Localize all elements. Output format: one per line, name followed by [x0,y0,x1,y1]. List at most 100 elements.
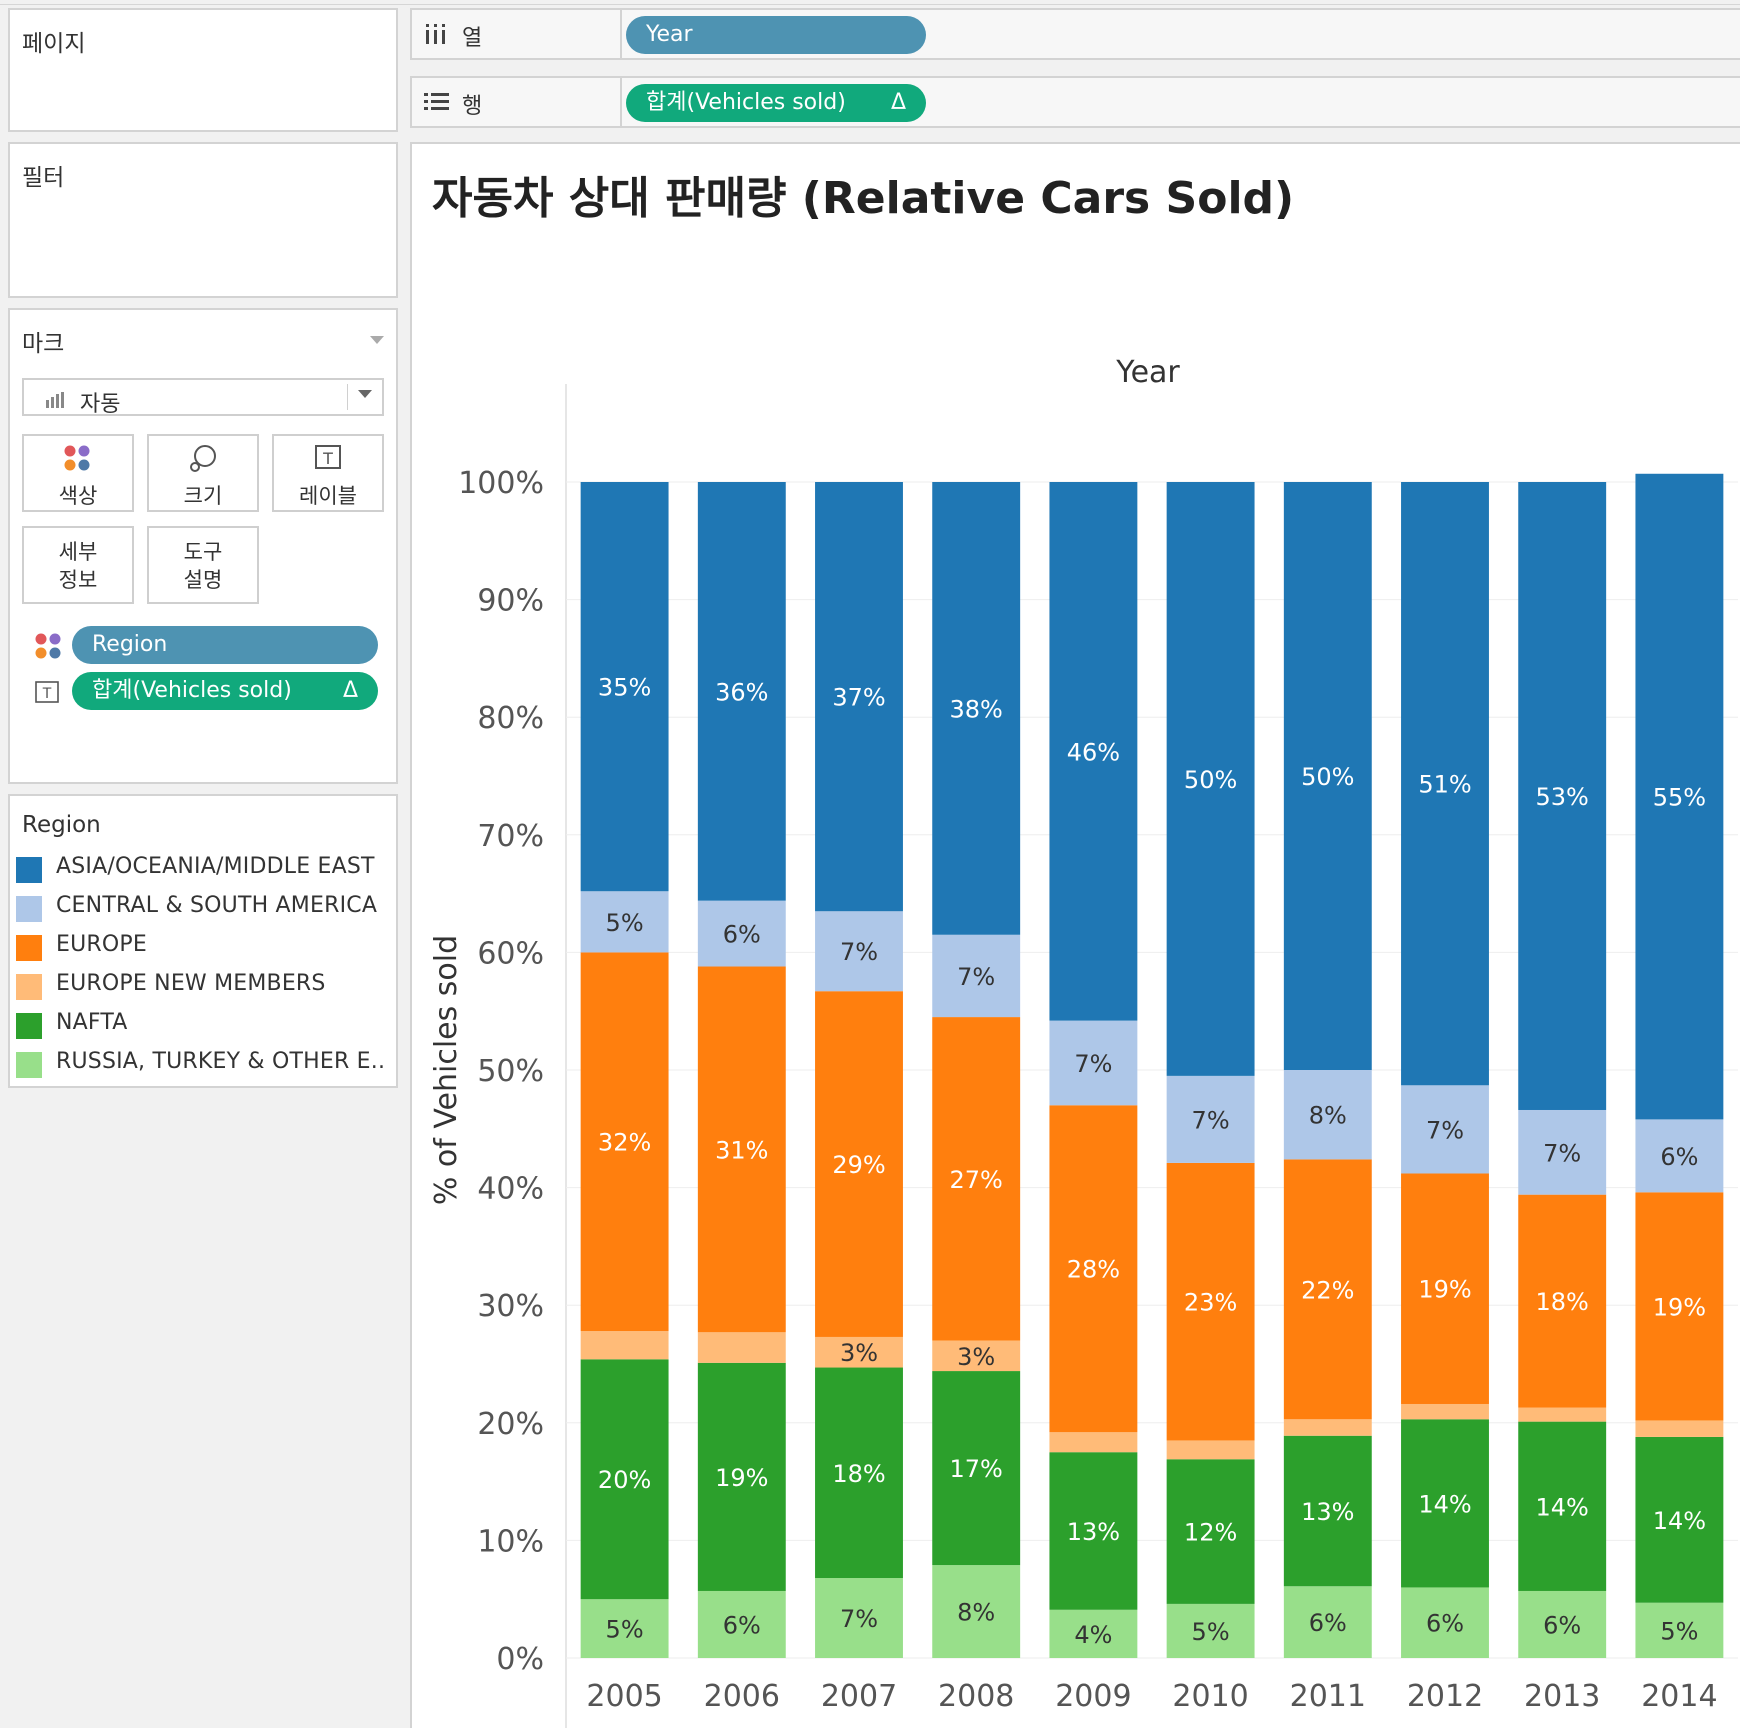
bar-segment[interactable] [1401,1085,1489,1174]
sum-vehicles-row-pill-label: 합계(Vehicles sold) [646,90,846,115]
y-tick-label: 50% [477,1054,544,1089]
bar-segment[interactable] [1518,1590,1607,1658]
bar-segment[interactable] [1401,1403,1489,1420]
filters-title: 필터 [22,165,65,191]
chevron-down-icon[interactable] [358,390,372,398]
size-button[interactable]: 크기 [147,434,259,512]
columns-shelf-label: 열 [462,26,483,51]
bar-segment[interactable] [1166,1440,1255,1460]
bar-segment[interactable] [932,1371,1021,1566]
bar-segment[interactable] [580,952,669,1332]
bar-segment[interactable] [1166,1075,1255,1163]
data-label: 6% [1660,1143,1698,1171]
year-pill[interactable]: Year [626,16,926,54]
y-tick-label: 70% [477,819,544,854]
viz-area[interactable]: 자동차 상대 판매량 (Relative Cars Sold) Year % of… [410,142,1740,1728]
bar-segment[interactable] [697,1362,786,1591]
bar-segment[interactable] [1401,1587,1489,1658]
x-tick-label: 2005 [586,1679,662,1714]
chart-title: 자동차 상대 판매량 (Relative Cars Sold) [432,173,1295,224]
bar-segment[interactable] [580,891,669,953]
filters-card[interactable]: 필터 [8,142,398,298]
bar-segment[interactable] [1635,1420,1724,1437]
bar-segment[interactable] [1635,1192,1724,1421]
label-button[interactable]: T 레이블 [272,434,384,512]
bar-segment[interactable] [932,1340,1021,1372]
bar-segment[interactable] [1518,1194,1607,1408]
x-tick-label: 2007 [821,1679,897,1714]
bar-segment[interactable] [1166,1603,1255,1658]
bar-segment[interactable] [815,991,903,1337]
bar-segment[interactable] [580,1331,669,1360]
bar-segment[interactable] [580,482,669,892]
sum-vehicles-pill[interactable]: 합계(Vehicles sold) Δ [72,672,378,710]
bar-segment[interactable] [697,1332,786,1363]
bar-segment[interactable] [932,934,1021,1018]
bar-segment[interactable] [697,1590,786,1658]
bar-segment[interactable] [1283,1586,1372,1658]
bar-segment[interactable] [1518,1407,1607,1422]
pages-card[interactable]: 페이지 [8,8,398,132]
bar-segment[interactable] [1049,1020,1138,1106]
bar-segment[interactable] [1401,1173,1489,1404]
bar-segment[interactable] [1283,1435,1372,1587]
bar-segment[interactable] [932,482,1021,935]
stacked-bar-chart[interactable]: Year % of Vehicles sold 0% 10% 20% 30% 40% 50% 6… [412,284,1738,1728]
bar-segment[interactable] [815,911,903,992]
sum-vehicles-row-pill[interactable]: 합계(Vehicles sold) Δ [626,84,926,122]
y-tick-label: 40% [477,1172,544,1207]
data-label: 27% [950,1166,1003,1194]
bar-segment[interactable] [1049,1105,1138,1433]
bar-segment[interactable] [932,1565,1021,1658]
bar-segment[interactable] [1283,1070,1372,1160]
color-button[interactable]: 색상 [22,434,134,512]
detail-button[interactable]: 세부 정보 [22,526,134,604]
legend-swatch [16,935,42,961]
delta-icon: Δ [890,90,906,115]
bar-segment[interactable] [1283,482,1372,1070]
bar-segment[interactable] [1166,1162,1255,1441]
bar-segment[interactable] [1635,1119,1724,1193]
x-tick-label: 2006 [704,1679,780,1714]
bar-segment[interactable] [1283,1419,1372,1436]
bar-segment[interactable] [1518,1109,1607,1195]
bar-segment[interactable] [932,1017,1021,1341]
bar-segment[interactable] [1049,1432,1138,1453]
bar-segment[interactable] [1166,1459,1255,1604]
bar-segment[interactable] [815,1367,903,1579]
bar-segment[interactable] [1635,473,1724,1120]
bar-segment[interactable] [1518,1421,1607,1591]
bar-segment[interactable] [697,966,786,1333]
bar-segment[interactable] [815,1336,903,1368]
rows-shelf[interactable]: 행 합계(Vehicles sold) Δ [410,76,1740,128]
bar-segment[interactable] [697,482,786,901]
chevron-down-icon[interactable] [370,336,384,344]
tooltip-button[interactable]: 도구 설명 [147,526,259,604]
bar-segment[interactable] [1283,1159,1372,1420]
data-label: 37% [832,684,885,712]
legend-label: EUROPE NEW MEMBERS [56,971,326,996]
bar-segment[interactable] [580,1599,669,1658]
data-label: 7% [1426,1116,1464,1144]
bar-segment[interactable] [815,482,903,912]
bar-segment[interactable] [697,900,786,967]
legend-label: EUROPE [56,932,147,957]
bar-segment[interactable] [580,1359,669,1600]
columns-shelf[interactable]: 열 Year [410,8,1740,60]
bar-segment[interactable] [1401,482,1489,1086]
bar-segment[interactable] [1635,1436,1724,1603]
columns-icon [424,22,448,50]
bar-segment[interactable] [1166,482,1255,1076]
bar-segment[interactable] [1635,1602,1724,1658]
bar-segment[interactable] [815,1578,903,1658]
bar-segment[interactable] [1049,1609,1138,1658]
region-pill[interactable]: Region [72,626,378,664]
bar-segment[interactable] [1049,482,1138,1021]
bar-segment[interactable] [1518,482,1607,1110]
color-dots-icon [24,444,132,472]
data-label: 53% [1536,783,1589,811]
bar-segment[interactable] [1401,1419,1489,1588]
y-tick-label: 60% [477,936,544,971]
mark-type-dropdown[interactable]: 자동 [22,378,384,417]
bar-segment[interactable] [1049,1452,1138,1610]
